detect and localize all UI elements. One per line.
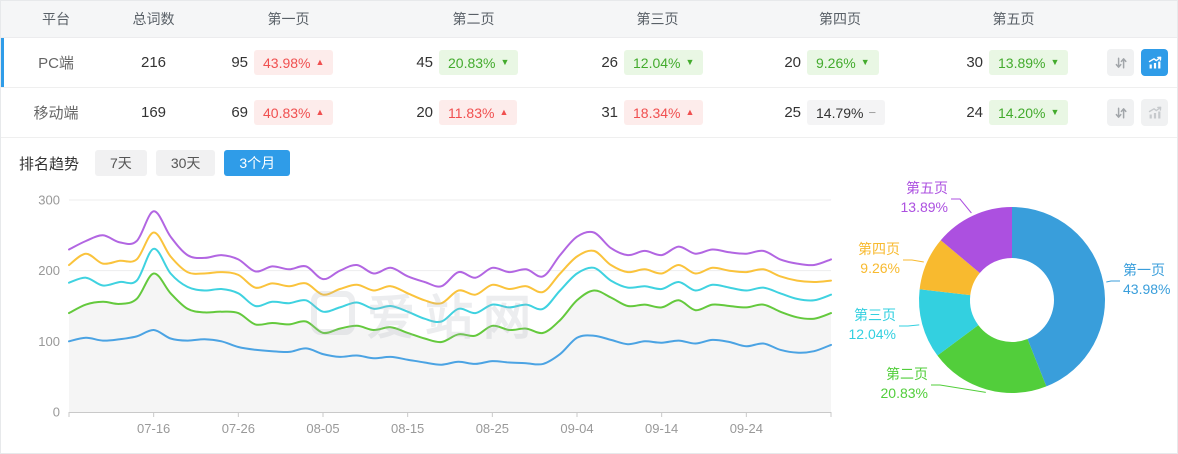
page5-count: 24 xyxy=(966,104,983,121)
tab-3-months[interactable]: 3个月 xyxy=(224,150,291,176)
column-header-total-words: 总词数 xyxy=(132,11,175,27)
svg-text:第一页: 第一页 xyxy=(1123,262,1165,278)
column-header-page1: 第一页 xyxy=(267,11,310,27)
page5-pct-badge: 13.89% ▼ xyxy=(989,50,1069,75)
svg-text:08-05: 08-05 xyxy=(306,421,339,436)
tab-7-days[interactable]: 7天 xyxy=(95,150,147,176)
page4-cell: 20 9.26% ▼ xyxy=(749,50,931,75)
donut-chart-svg: 第一页 43.98% 第二页 20.83% 第三页 12.04% 第四页 9.26% 第五页 13… xyxy=(849,180,1171,401)
trend-toolbar: 排名趋势 7天 30天 3个月 xyxy=(19,150,291,176)
svg-text:09-14: 09-14 xyxy=(645,421,678,436)
page3-pct-badge: 18.34% ▲ xyxy=(624,100,704,125)
page3-cell: 31 18.34% ▲ xyxy=(566,100,749,125)
sort-arrows-icon xyxy=(1115,106,1127,119)
up-arrow-icon: ▲ xyxy=(685,107,695,117)
table-row-pc[interactable]: PC端 216 95 43.98% ▲ 45 20.83% ▼ 26 12.04% ▼… xyxy=(1,38,1177,88)
page1-cell: 95 43.98% ▲ xyxy=(196,50,381,75)
page4-pct-badge: 14.79% − xyxy=(807,100,886,125)
trend-line-chart: 0 100 200 300 07-16 07-26 08-05 08-15 08-25 09-04… xyxy=(1,188,841,446)
column-header-page3: 第三页 xyxy=(636,11,679,27)
svg-text:09-24: 09-24 xyxy=(730,421,763,436)
page1-count: 95 xyxy=(231,54,248,71)
page3-pct-badge: 12.04% ▼ xyxy=(624,50,704,75)
page5-cell: 30 13.89% ▼ xyxy=(931,50,1096,75)
page1-pct-badge: 40.83% ▲ xyxy=(254,100,334,125)
trend-section-title: 排名趋势 xyxy=(19,155,80,173)
trend-section: 排名趋势 7天 30天 3个月 0 100 200 300 07-16 07-26 08-0… xyxy=(1,138,1177,453)
page5-count: 30 xyxy=(966,54,983,71)
up-arrow-icon: ▲ xyxy=(315,57,325,67)
svg-text:20.83%: 20.83% xyxy=(881,385,928,401)
down-arrow-icon: ▼ xyxy=(860,57,870,67)
down-arrow-icon: ▼ xyxy=(685,57,695,67)
svg-text:08-15: 08-15 xyxy=(391,421,424,436)
page5-pct-badge: 14.20% ▼ xyxy=(989,100,1069,125)
page2-pct-badge: 20.83% ▼ xyxy=(439,50,519,75)
svg-text:0: 0 xyxy=(53,405,60,420)
column-header-page4: 第四页 xyxy=(819,11,861,27)
table-row-mobile[interactable]: 移动端 169 69 40.83% ▲ 20 11.83% ▲ 31 18.34% ▲… xyxy=(1,88,1177,138)
row-actions xyxy=(1096,99,1177,126)
table-header-row: 平台 总词数 第一页 第二页 第三页 第四页 第五页 xyxy=(1,1,1177,38)
column-header-page2: 第二页 xyxy=(452,11,495,27)
trend-chart-icon xyxy=(1148,106,1161,118)
svg-text:08-25: 08-25 xyxy=(476,421,509,436)
svg-text:09-04: 09-04 xyxy=(560,421,593,436)
page4-count: 20 xyxy=(784,54,801,71)
page3-count: 26 xyxy=(601,54,618,71)
svg-text:9.26%: 9.26% xyxy=(860,260,900,276)
page1-cell: 69 40.83% ▲ xyxy=(196,100,381,125)
svg-text:300: 300 xyxy=(38,193,60,208)
svg-text:200: 200 xyxy=(38,263,60,278)
page-distribution-donut-chart: 第一页 43.98% 第二页 20.83% 第三页 12.04% 第四页 9.26% 第五页 13… xyxy=(841,168,1177,438)
page4-count: 25 xyxy=(784,104,801,121)
trend-line-chart-svg: 0 100 200 300 07-16 07-26 08-05 08-15 08-25 09-04… xyxy=(38,193,832,436)
sort-arrows-icon xyxy=(1115,56,1127,69)
svg-text:43.98%: 43.98% xyxy=(1123,281,1170,297)
page1-count: 69 xyxy=(231,104,248,121)
sort-arrows-button[interactable] xyxy=(1107,99,1134,126)
platform-label: PC端 xyxy=(38,55,74,72)
down-arrow-icon: ▼ xyxy=(1050,107,1060,117)
down-arrow-icon: ▼ xyxy=(1050,57,1060,67)
page2-count: 45 xyxy=(416,54,433,71)
trend-chart-button[interactable] xyxy=(1141,49,1168,76)
up-arrow-icon: ▲ xyxy=(315,107,325,117)
column-header-page5: 第五页 xyxy=(992,11,1035,27)
page2-cell: 45 20.83% ▼ xyxy=(381,50,566,75)
up-arrow-icon: ▲ xyxy=(499,107,509,117)
total-words-value: 216 xyxy=(140,54,167,71)
row-actions xyxy=(1096,49,1177,76)
page3-cell: 26 12.04% ▼ xyxy=(566,50,749,75)
page2-count: 20 xyxy=(416,104,433,121)
svg-text:第二页: 第二页 xyxy=(886,366,928,382)
trend-chart-button[interactable] xyxy=(1141,99,1168,126)
svg-text:07-26: 07-26 xyxy=(222,421,255,436)
page4-pct-badge: 9.26% ▼ xyxy=(807,50,879,75)
page3-count: 31 xyxy=(601,104,618,121)
page4-cell: 25 14.79% − xyxy=(749,100,931,125)
platform-label: 移动端 xyxy=(33,105,79,122)
column-header-platform: 平台 xyxy=(42,11,70,27)
svg-text:第四页: 第四页 xyxy=(858,241,900,257)
trend-chart-icon xyxy=(1148,56,1161,68)
svg-text:13.89%: 13.89% xyxy=(901,199,948,215)
svg-text:第五页: 第五页 xyxy=(906,180,948,196)
sort-arrows-button[interactable] xyxy=(1107,49,1134,76)
page1-pct-badge: 43.98% ▲ xyxy=(254,50,334,75)
page2-pct-badge: 11.83% ▲ xyxy=(439,100,518,125)
page5-cell: 24 14.20% ▼ xyxy=(931,100,1096,125)
tab-30-days[interactable]: 30天 xyxy=(155,150,216,176)
svg-text:100: 100 xyxy=(38,334,60,349)
down-arrow-icon: ▼ xyxy=(500,57,510,67)
flat-dash-icon: − xyxy=(868,105,877,120)
svg-text:12.04%: 12.04% xyxy=(849,326,896,342)
page2-cell: 20 11.83% ▲ xyxy=(381,100,566,125)
svg-text:第三页: 第三页 xyxy=(854,307,896,323)
total-words-value: 169 xyxy=(140,104,167,121)
svg-text:07-16: 07-16 xyxy=(137,421,170,436)
